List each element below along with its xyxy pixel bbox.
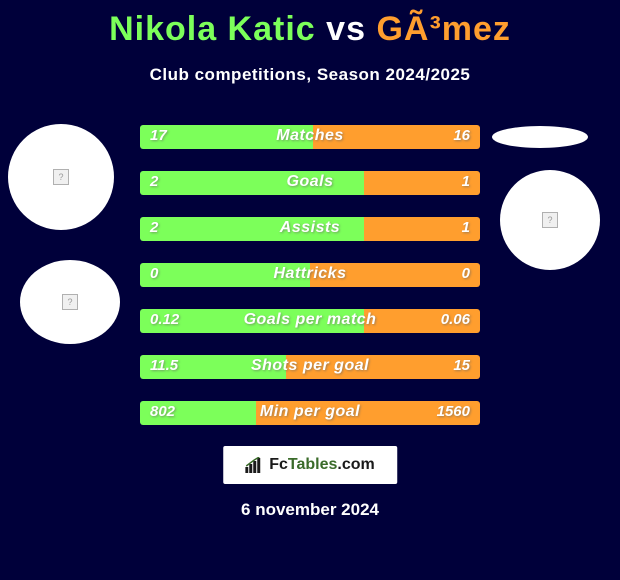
- value-right: 1: [462, 173, 470, 190]
- decoration-circle-left-bottom: ?: [20, 260, 120, 344]
- value-left: 802: [150, 403, 175, 420]
- value-right: 16: [453, 127, 470, 144]
- value-right: 1: [462, 219, 470, 236]
- decoration-circle-left-top: ?: [8, 124, 114, 230]
- value-right: 0: [462, 265, 470, 282]
- decoration-ellipse-right: [492, 126, 588, 148]
- stat-row: Assists2 1: [140, 217, 480, 241]
- value-right: 1560: [437, 403, 470, 420]
- placeholder-icon: ?: [542, 212, 558, 228]
- value-left: 2: [150, 173, 158, 190]
- player1-name: Nikola Katic: [109, 10, 316, 48]
- stat-row: Shots per goal11.5 15: [140, 355, 480, 379]
- subtitle: Club competitions, Season 2024/2025: [0, 65, 620, 85]
- value-left: 11.5: [150, 357, 178, 374]
- date: 6 november 2024: [0, 500, 620, 520]
- stat-row: Hattricks0 0: [140, 263, 480, 287]
- decoration-circle-right: ?: [500, 170, 600, 270]
- watermark-icon: [245, 457, 265, 473]
- value-left: 0: [150, 265, 158, 282]
- row-label: Matches: [140, 127, 480, 145]
- row-label: Hattricks: [140, 265, 480, 283]
- row-label: Goals per match: [140, 311, 480, 329]
- watermark: FcTables.com: [223, 446, 397, 484]
- vs-label: vs: [326, 10, 366, 48]
- stat-row: Goals2 1: [140, 171, 480, 195]
- player2-name: GÃ³mez: [376, 10, 510, 48]
- stat-row: Matches17 16: [140, 125, 480, 149]
- value-left: 17: [150, 127, 167, 144]
- comparison-title: Nikola Katic vs GÃ³mez: [0, 0, 620, 49]
- value-right: 15: [453, 357, 470, 374]
- row-label: Goals: [140, 173, 480, 191]
- watermark-text: FcTables.com: [269, 456, 375, 474]
- value-left: 2: [150, 219, 158, 236]
- row-label: Assists: [140, 219, 480, 237]
- placeholder-icon: ?: [53, 169, 69, 185]
- value-right: 0.06: [441, 311, 470, 328]
- stat-row: Min per goal802 1560: [140, 401, 480, 425]
- row-label: Min per goal: [140, 403, 480, 421]
- stat-rows: Matches1716Goals21Assists21Hattricks00Go…: [140, 125, 480, 447]
- row-label: Shots per goal: [140, 357, 480, 375]
- value-left: 0.12: [150, 311, 179, 328]
- stat-row: Goals per match0.12 0.06: [140, 309, 480, 333]
- placeholder-icon: ?: [62, 294, 78, 310]
